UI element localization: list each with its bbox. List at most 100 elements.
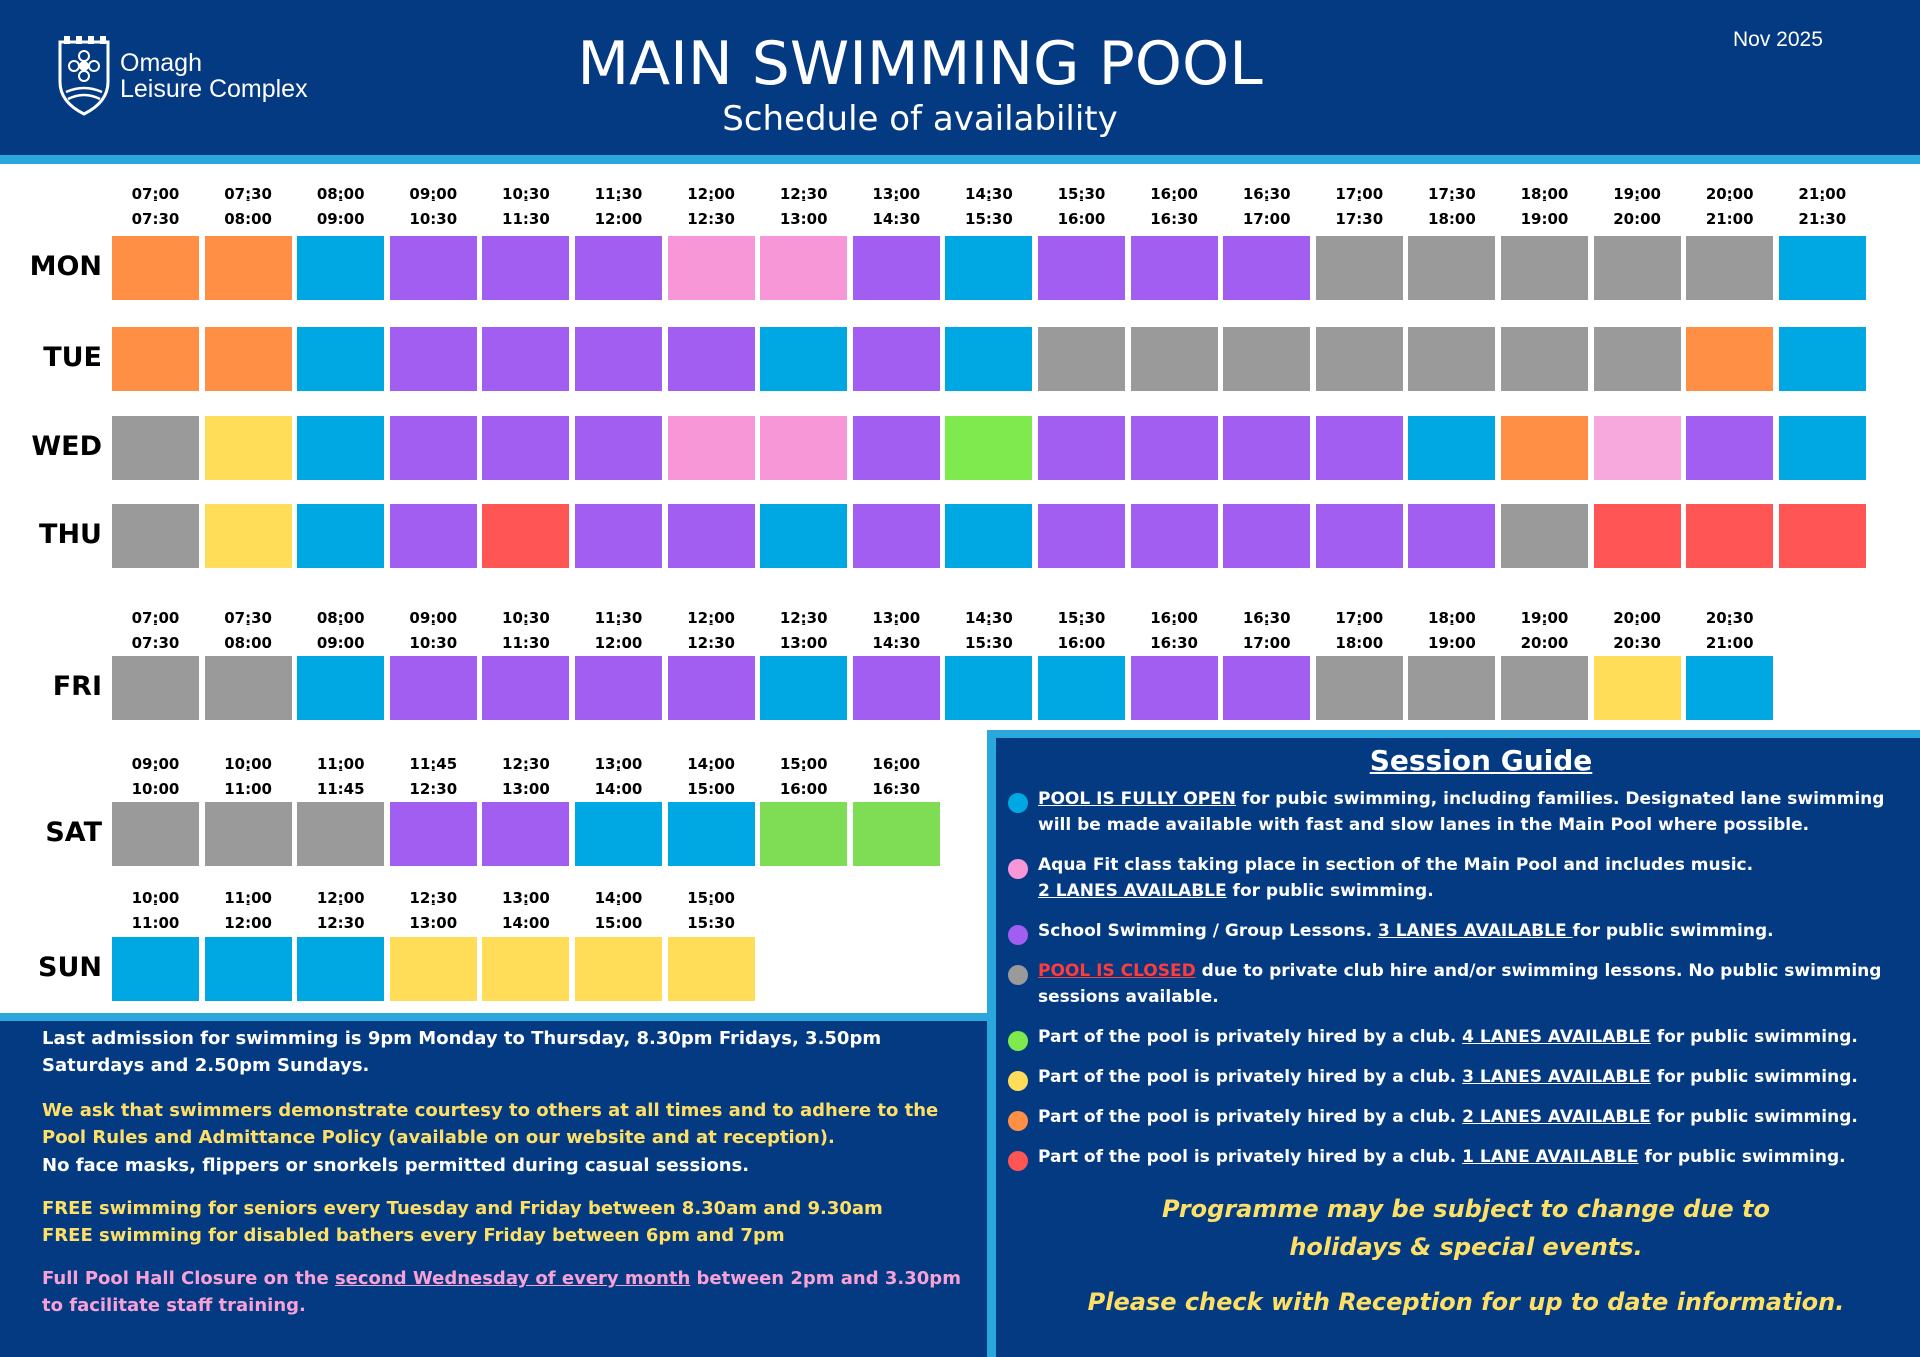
session-cell-red bbox=[482, 504, 570, 568]
session-cell-purple bbox=[1315, 504, 1403, 568]
time-slot-separator: - bbox=[709, 765, 714, 776]
session-cell-orange bbox=[1501, 416, 1588, 480]
session-cell-orange bbox=[1686, 327, 1774, 391]
time-slot-end: 07:30 bbox=[131, 634, 180, 652]
time-slot-start: 16:30 bbox=[1242, 609, 1291, 627]
time-slot-separator: - bbox=[246, 195, 251, 206]
session-cell-blue bbox=[1778, 416, 1866, 480]
time-slot-end: 12:00 bbox=[224, 914, 272, 932]
legend-text-pre: Part of the pool is privately hired by a… bbox=[1038, 1027, 1463, 1047]
session-cell-gray bbox=[1686, 236, 1774, 300]
session-cell-purple bbox=[575, 236, 662, 300]
programme-note-line-1: Programme may be subject to change due t… bbox=[1161, 1195, 1770, 1223]
time-slot-separator: - bbox=[523, 619, 528, 630]
session-cell-pink bbox=[760, 236, 848, 300]
time-slot-separator: - bbox=[1172, 195, 1177, 206]
time-slot-separator: - bbox=[1542, 195, 1547, 206]
time-slot-label: 15:00- 15:30 bbox=[664, 886, 759, 936]
time-slot-separator: - bbox=[431, 195, 436, 206]
time-slot-end: 07:30 bbox=[131, 210, 180, 228]
time-slot-label: 12:00- 12:30 bbox=[664, 606, 759, 656]
session-cell-purple bbox=[1038, 236, 1125, 300]
day-label-thu: THU bbox=[39, 519, 102, 550]
time-slot-start: 16:00 bbox=[1150, 609, 1198, 627]
time-slot-label: 13:00- 14:30 bbox=[849, 606, 944, 656]
time-slot-label: 09:00- 10:30 bbox=[386, 182, 481, 232]
session-cell-gray bbox=[112, 656, 199, 720]
session-cell-blue bbox=[945, 656, 1033, 720]
session-cell-purple bbox=[667, 656, 755, 720]
time-slot-label: 14:00- 15:00 bbox=[664, 752, 759, 802]
time-slot-label: 08:00- 09:00 bbox=[293, 606, 388, 656]
session-cell-blue bbox=[204, 937, 292, 1001]
time-slot-start: 20:00 bbox=[1613, 609, 1661, 627]
session-cell-purple bbox=[1038, 504, 1125, 568]
session-cell-gray bbox=[1593, 236, 1681, 300]
session-cell-sat_green bbox=[760, 802, 848, 866]
time-slot-separator: - bbox=[1635, 195, 1640, 206]
brand-line-2: Leisure Complex bbox=[120, 75, 308, 103]
legend-text-underlined: 1 LANE AVAILABLE bbox=[1462, 1147, 1639, 1167]
time-slot-separator: - bbox=[153, 899, 158, 910]
time-slot-label: 11:00- 11:45 bbox=[293, 752, 388, 802]
time-slot-label: 11:00- 12:00 bbox=[201, 886, 296, 936]
session-cell-purple bbox=[852, 504, 940, 568]
time-slot-start: 14:00 bbox=[687, 755, 735, 773]
session-cell-purple bbox=[482, 416, 570, 480]
time-slot-end: 13:00 bbox=[409, 914, 458, 932]
time-slot-start: 15:30 bbox=[1057, 185, 1106, 203]
time-slot-start: 07:30 bbox=[224, 185, 272, 203]
session-cell-purple bbox=[575, 656, 662, 720]
time-slot-separator: - bbox=[338, 619, 343, 630]
time-slot-label: 12:30- 13:00 bbox=[756, 606, 851, 656]
time-slot-label: 09:00- 10:30 bbox=[386, 606, 481, 656]
session-cell-gray bbox=[112, 416, 199, 480]
time-slot-separator: - bbox=[338, 195, 343, 206]
time-slot-end: 12:00 bbox=[594, 634, 643, 652]
session-cell-yellow bbox=[1593, 656, 1681, 720]
day-label-sat: SAT bbox=[45, 817, 102, 848]
time-slot-end: 14:30 bbox=[872, 634, 921, 652]
page-subtitle: Schedule of availability bbox=[722, 99, 1118, 139]
time-slot-end: 15:30 bbox=[965, 634, 1013, 652]
time-slot-separator: - bbox=[1079, 619, 1084, 630]
time-slot-label: 20:00- 20:30 bbox=[1590, 606, 1685, 656]
header-banner bbox=[0, 0, 1920, 155]
time-slot-end: 11:45 bbox=[316, 780, 365, 798]
time-slot-start: 07:00 bbox=[131, 609, 180, 627]
legend-text-rest: for public swimming. bbox=[1650, 1027, 1858, 1047]
session-cell-gray bbox=[1315, 236, 1403, 300]
time-slot-end: 16:00 bbox=[1057, 634, 1106, 652]
session-cell-orange bbox=[112, 327, 199, 391]
session-cell-blue bbox=[760, 327, 848, 391]
time-slot-end: 18:00 bbox=[1335, 634, 1384, 652]
session-cell-blue bbox=[297, 504, 385, 568]
session-cell-blue bbox=[1038, 656, 1125, 720]
time-slot-start: 07:30 bbox=[224, 609, 272, 627]
time-slot-start: 09:00 bbox=[409, 185, 458, 203]
session-cell-purple bbox=[1223, 236, 1311, 300]
time-slot-separator: - bbox=[1449, 195, 1454, 206]
time-slot-label: 13:00- 14:00 bbox=[478, 886, 573, 936]
session-cell-yellow bbox=[575, 937, 662, 1001]
time-slot-separator: - bbox=[616, 899, 621, 910]
time-slot-start: 21:00 bbox=[1798, 185, 1847, 203]
time-slot-end: 18:00 bbox=[1428, 210, 1476, 228]
session-cell-gray bbox=[1408, 656, 1496, 720]
time-slot-separator: - bbox=[523, 899, 528, 910]
session-cell-blue bbox=[575, 802, 662, 866]
session-cell-purple bbox=[1130, 236, 1218, 300]
info-panel-stripe bbox=[0, 1013, 987, 1021]
time-slot-end: 19:00 bbox=[1520, 210, 1569, 228]
legend-text: Part of the pool is privately hired by a… bbox=[1038, 1024, 1908, 1050]
time-slot-separator: - bbox=[986, 619, 991, 630]
session-cell-gray bbox=[204, 656, 292, 720]
session-cell-purple bbox=[1223, 656, 1311, 720]
session-cell-yellow bbox=[204, 504, 292, 568]
legend-text: School Swimming / Group Lessons. 3 LANES… bbox=[1038, 918, 1908, 944]
session-cell-gray bbox=[1501, 504, 1588, 568]
time-slot-separator: - bbox=[1264, 195, 1269, 206]
time-slot-end: 10:00 bbox=[131, 780, 180, 798]
time-slot-separator: - bbox=[616, 619, 621, 630]
time-slot-start: 13:00 bbox=[502, 889, 550, 907]
